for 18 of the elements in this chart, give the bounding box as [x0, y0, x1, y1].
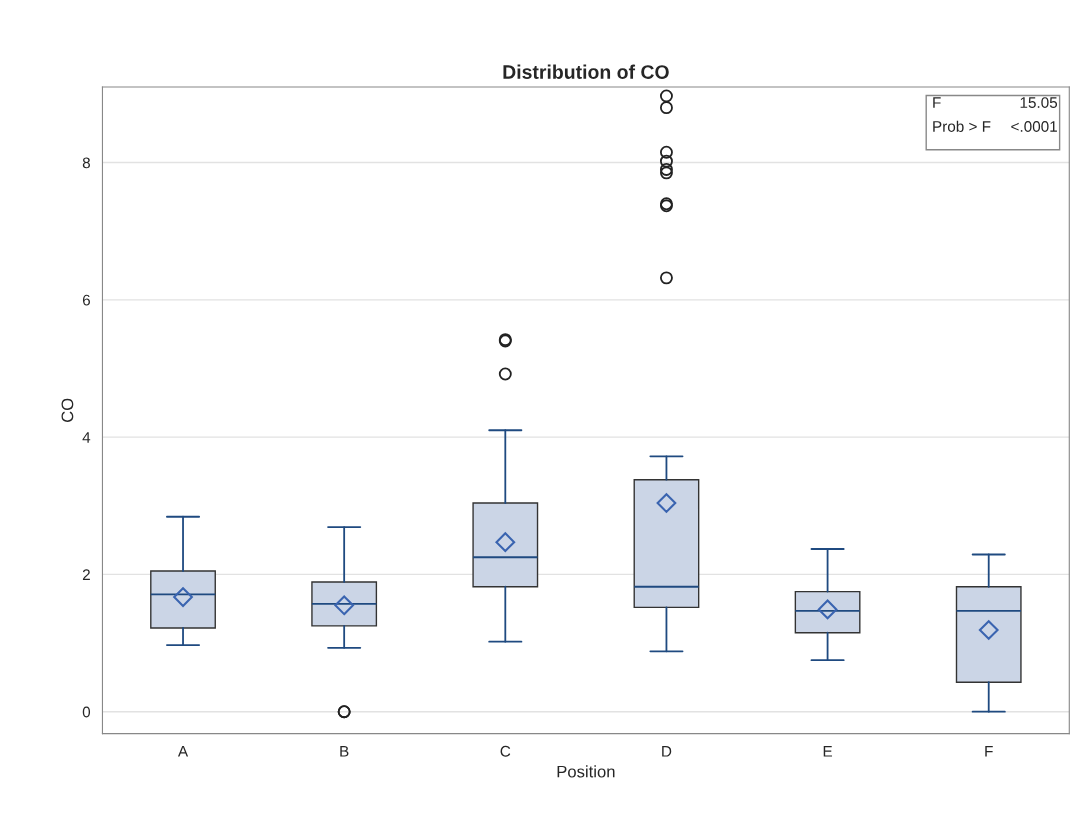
y-tick-label: 6 — [82, 294, 90, 306]
x-tick-label: B — [340, 746, 349, 757]
x-tick-label: A — [177, 746, 189, 757]
x-tick-label: D — [662, 746, 672, 757]
y-tick-label: 0 — [82, 706, 91, 718]
x-tick-label: C — [500, 745, 511, 757]
x-axis-title: Position — [557, 765, 615, 778]
x-tick-label: E — [823, 746, 833, 757]
y-tick-label: 8 — [82, 157, 90, 169]
annotation: F — [933, 97, 941, 108]
x-tick-label: F — [985, 746, 993, 757]
annotation: 15.05 — [1020, 97, 1058, 108]
y-axis-title: CO — [61, 398, 74, 423]
annotation: <.0001 — [1011, 121, 1057, 132]
annotation: Prob > F — [933, 120, 991, 132]
chart-title: Distribution of CO — [503, 64, 669, 79]
y-tick-label: 2 — [82, 569, 90, 580]
y-tick-label: 4 — [82, 432, 91, 443]
